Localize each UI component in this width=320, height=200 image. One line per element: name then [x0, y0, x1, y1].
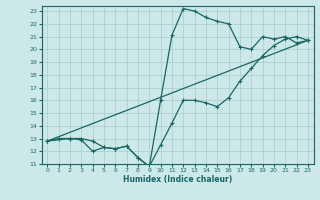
- X-axis label: Humidex (Indice chaleur): Humidex (Indice chaleur): [123, 175, 232, 184]
